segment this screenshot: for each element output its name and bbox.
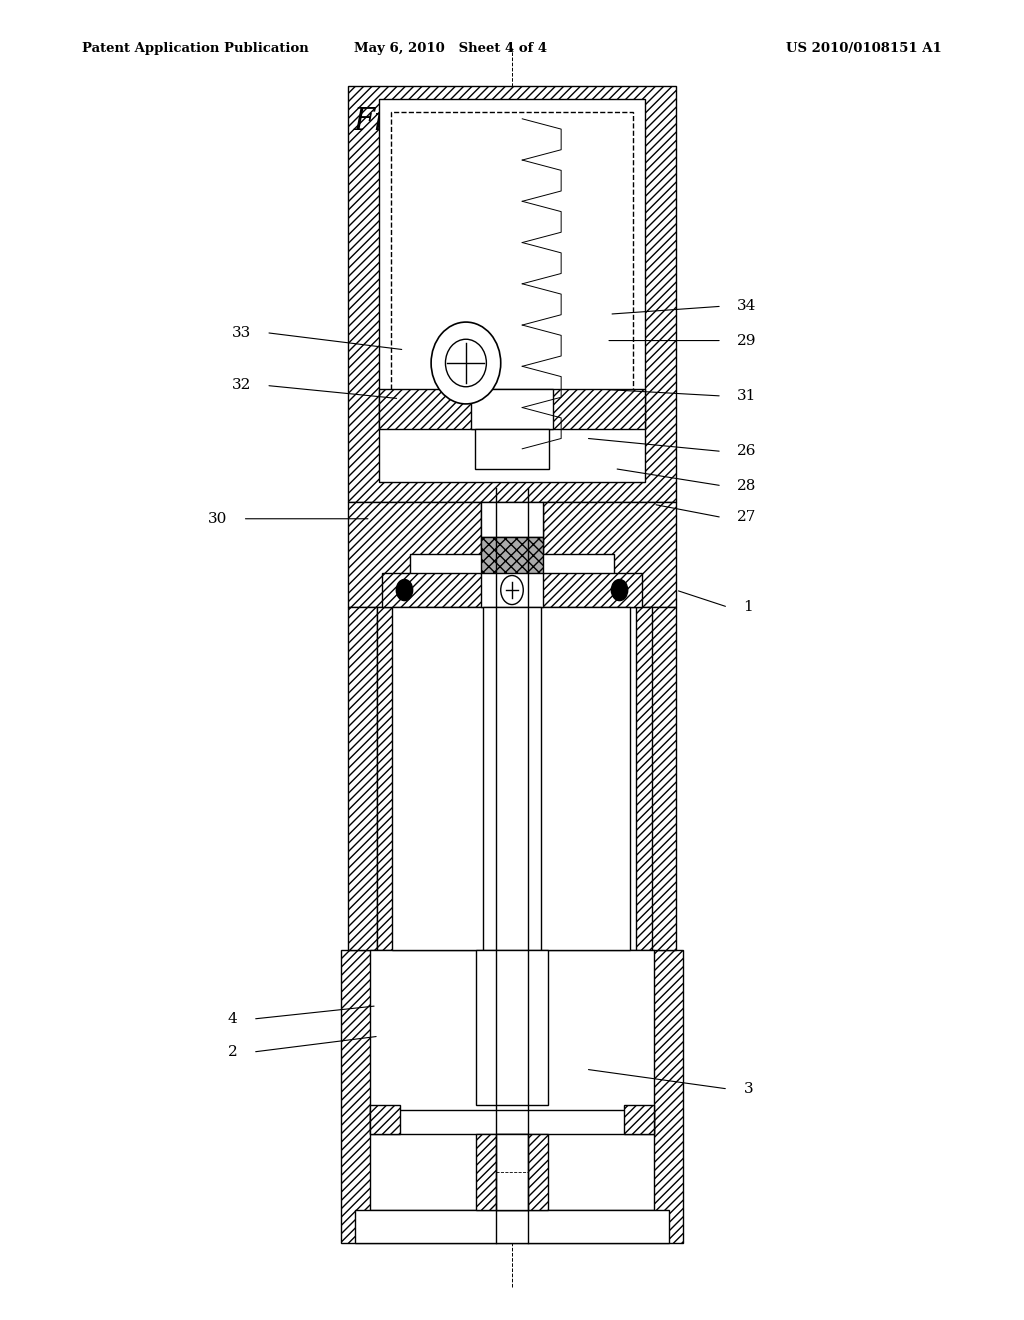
Text: 27: 27 bbox=[737, 511, 757, 524]
Circle shape bbox=[396, 579, 413, 601]
Text: Fig.  5: Fig. 5 bbox=[353, 106, 453, 136]
Text: 3: 3 bbox=[743, 1082, 753, 1096]
Text: US 2010/0108151 A1: US 2010/0108151 A1 bbox=[786, 42, 942, 55]
Text: 30: 30 bbox=[208, 512, 227, 525]
Bar bbox=[624, 1105, 654, 1134]
Bar bbox=[476, 950, 548, 1105]
Bar bbox=[471, 389, 553, 429]
Text: May 6, 2010   Sheet 4 of 4: May 6, 2010 Sheet 4 of 4 bbox=[354, 42, 547, 55]
Text: 29: 29 bbox=[737, 334, 757, 347]
Bar bbox=[379, 99, 645, 482]
Bar bbox=[391, 112, 633, 416]
Polygon shape bbox=[543, 502, 676, 607]
Text: 2: 2 bbox=[227, 1045, 238, 1059]
Bar bbox=[476, 1134, 548, 1210]
Bar bbox=[475, 429, 549, 469]
Bar bbox=[348, 607, 377, 950]
Text: 26: 26 bbox=[737, 445, 757, 458]
Bar bbox=[392, 607, 630, 950]
Text: Patent Application Publication: Patent Application Publication bbox=[82, 42, 308, 55]
Text: 1: 1 bbox=[743, 601, 754, 614]
Text: 32: 32 bbox=[231, 379, 251, 392]
Text: 28: 28 bbox=[737, 479, 757, 492]
Ellipse shape bbox=[445, 339, 486, 387]
Ellipse shape bbox=[431, 322, 501, 404]
Bar bbox=[382, 573, 642, 607]
Circle shape bbox=[501, 576, 523, 605]
Circle shape bbox=[611, 579, 628, 601]
Bar bbox=[481, 537, 543, 574]
Bar bbox=[483, 607, 541, 950]
Bar bbox=[481, 573, 543, 607]
Text: 31: 31 bbox=[737, 389, 757, 403]
Bar bbox=[370, 1105, 400, 1134]
Bar bbox=[370, 950, 654, 1210]
Bar bbox=[348, 86, 676, 502]
Bar bbox=[370, 1110, 654, 1134]
Bar bbox=[341, 950, 683, 1243]
Bar bbox=[379, 389, 645, 429]
Bar bbox=[496, 1134, 528, 1210]
Polygon shape bbox=[348, 502, 481, 607]
Text: 34: 34 bbox=[737, 300, 757, 313]
Text: 33: 33 bbox=[231, 326, 251, 339]
Bar bbox=[647, 607, 676, 950]
Bar bbox=[355, 1210, 669, 1243]
Bar bbox=[481, 502, 543, 537]
Bar bbox=[377, 607, 393, 950]
Text: 4: 4 bbox=[227, 1012, 238, 1026]
Bar bbox=[636, 607, 652, 950]
